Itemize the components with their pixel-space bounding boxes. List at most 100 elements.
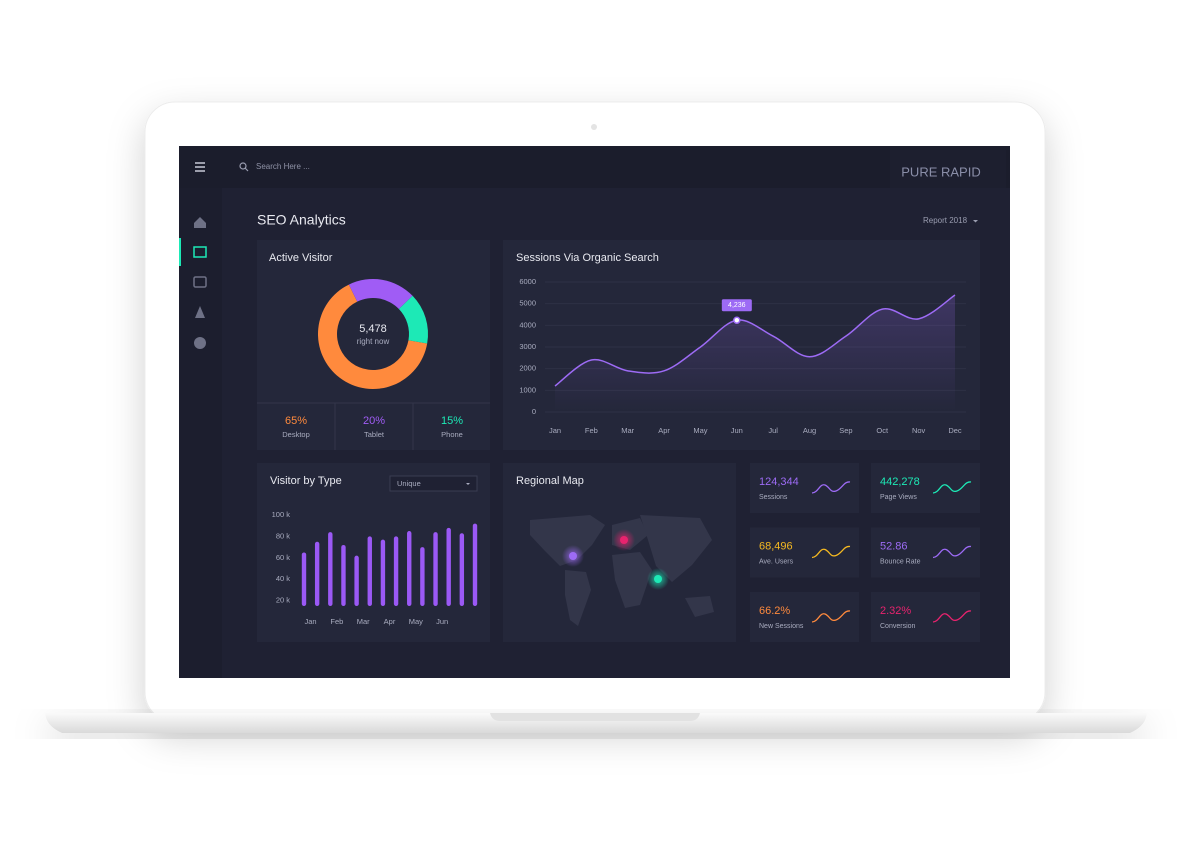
top-bar [179, 146, 1010, 188]
stat-label: Ave. Users [759, 558, 794, 565]
stat-card [871, 463, 980, 513]
legend-label: Tablet [364, 430, 385, 439]
legend-label: Phone [441, 430, 463, 439]
sparkline [811, 610, 851, 623]
active-indicator [179, 238, 181, 266]
card-title: Regional Map [516, 475, 584, 487]
menu-button[interactable] [195, 162, 205, 172]
line [554, 294, 956, 387]
home-icon[interactable] [194, 217, 206, 228]
y-tick-label: 4000 [519, 320, 536, 329]
stat-value: 442,278 [880, 476, 920, 488]
pie-icon[interactable] [194, 337, 206, 349]
stat-value: 124,344 [759, 476, 799, 488]
sidebar [179, 188, 222, 678]
stat-card [750, 527, 859, 578]
card-title: Active Visitor [269, 252, 333, 264]
bar [393, 536, 399, 606]
x-tick-label: Jan [549, 426, 561, 435]
bar [341, 544, 346, 606]
report-selector[interactable]: Report 2018 [923, 216, 968, 225]
brand: PURE RAPID [901, 164, 980, 179]
sparkline [811, 481, 851, 494]
laptop-base [45, 713, 1147, 733]
box-icon[interactable] [193, 246, 207, 258]
sparkline [811, 545, 851, 559]
x-tick-label: Apr [658, 426, 670, 435]
map-markers [562, 529, 669, 590]
stat-card [871, 592, 980, 642]
world-map [530, 515, 714, 626]
tooltip-text: 4,236 [728, 302, 746, 309]
bar [459, 533, 465, 606]
x-tick-label: Feb [330, 617, 343, 626]
donut-segment [318, 284, 428, 390]
stat-label: Conversion [880, 623, 916, 630]
y-tick-label: 2000 [519, 364, 536, 373]
y-tick-label: 60 k [276, 553, 290, 562]
card-title: Sessions Via Organic Search [516, 252, 659, 264]
donut-center-label: right now [357, 337, 390, 346]
legend-value: 15% [441, 415, 463, 427]
stat-value: 52.86 [880, 540, 908, 552]
stat-card [750, 592, 859, 642]
y-tick-label: 5000 [519, 299, 536, 308]
base-notch [490, 713, 700, 721]
brand-box [890, 150, 1006, 188]
x-tick-label: May [409, 617, 423, 626]
y-tick-label: 1000 [519, 385, 536, 394]
caret [973, 220, 978, 223]
caret [466, 483, 470, 485]
page-title: SEO Analytics [257, 212, 346, 228]
charts: 65% Desktop 20% Tablet 15% Phone 0 1000 2000 3000… [272, 277, 980, 642]
x-tick-label: Jun [436, 617, 448, 626]
search-icon[interactable] [239, 162, 249, 172]
y-tick-label: 80 k [276, 531, 290, 540]
x-tick-label: Jul [768, 426, 778, 435]
card [257, 240, 490, 450]
cone-icon[interactable] [195, 306, 205, 318]
y-tick-label: 20 k [276, 596, 290, 605]
stat-label: New Sessions [759, 623, 804, 630]
bar [367, 536, 372, 606]
type-selector-text[interactable]: Unique [397, 479, 421, 488]
bar [446, 527, 451, 606]
x-tick-label: Feb [585, 426, 598, 435]
bar [420, 547, 425, 606]
x-tick-label: Sep [839, 426, 852, 435]
type-selector[interactable] [389, 475, 478, 492]
bar [433, 532, 438, 606]
bar [380, 539, 386, 606]
bar [472, 523, 478, 606]
bar [328, 532, 333, 606]
donut-segment [398, 295, 428, 344]
stat-label: Bounce Rate [880, 558, 921, 565]
bar [301, 552, 307, 606]
y-tick-label: 100 k [272, 510, 291, 519]
y-tick-label: 3000 [519, 342, 536, 351]
x-tick-label: Mar [621, 426, 634, 435]
stat-value: 68,496 [759, 540, 793, 552]
camera [591, 124, 597, 130]
card-title: Visitor by Type [270, 475, 342, 487]
x-tick-label: Dec [948, 426, 962, 435]
x-tick-label: Jun [731, 426, 743, 435]
stat-value: 2.32% [880, 605, 911, 617]
sidebar-icons [179, 217, 207, 349]
x-tick-label: Apr [384, 617, 396, 626]
x-tick-label: Aug [803, 426, 816, 435]
x-tick-label: May [693, 426, 707, 435]
stat-label: Sessions [759, 494, 788, 501]
donut-segment [348, 279, 413, 309]
x-tick-label: Oct [876, 426, 889, 435]
search-input[interactable]: Search Here ... [256, 162, 310, 171]
donut-center-value: 5,478 [359, 323, 387, 335]
bar [314, 541, 320, 606]
inbox-icon[interactable] [193, 276, 207, 288]
sparkline [932, 610, 972, 623]
x-tick-label: Jan [305, 617, 317, 626]
line-area [555, 295, 955, 412]
legend-label: Desktop [282, 430, 310, 439]
